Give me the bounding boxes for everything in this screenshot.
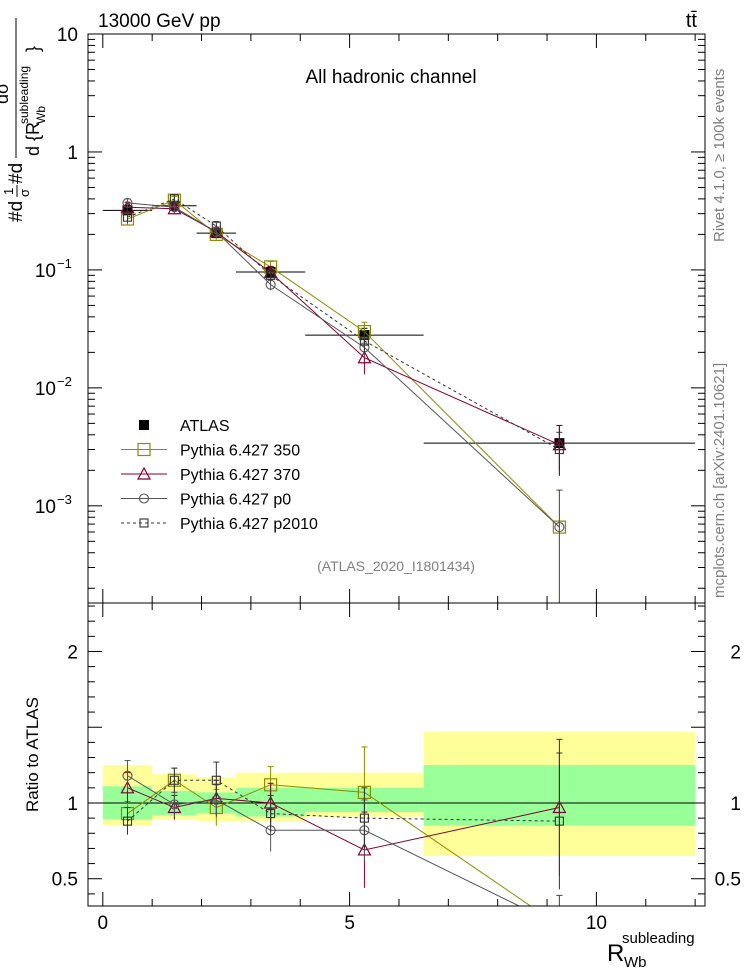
data-point-pythia-6-427-p0 <box>554 522 565 533</box>
series-line-pythia-6-427-p0 <box>127 202 560 528</box>
ratio-line-pythia-6-427-350 <box>127 779 532 906</box>
legend-marker-pythia-6-427-350 <box>137 442 151 457</box>
ratio-point-pythia-6-427-p2010 <box>122 816 133 826</box>
ylabel-numerator-sup: fid <box>0 70 1 82</box>
ratio-y-tick-label: 2 <box>67 642 78 663</box>
legend: ATLAS Pythia 6.427 350 Pythia 6.427 370 Pyt… <box>121 418 318 533</box>
ratio-panel: 0.5 0.5 1 1 2 2 0 5 10 Ratio to ATLAS R subleadi… <box>23 602 741 971</box>
ylabel-denominator-close: } <box>23 46 43 52</box>
series-line-pythia-6-427-370 <box>127 206 560 446</box>
legend-label-pythia-6-427-p0: Pythia 6.427 p0 <box>180 492 291 509</box>
chart-title: All hadronic channel <box>305 67 476 88</box>
legend-marker-atlas <box>139 420 149 430</box>
main-plot-content <box>102 193 696 603</box>
y-tick-label-exponent: −3 <box>57 492 72 507</box>
data-point-pythia-6-427-370 <box>357 350 372 364</box>
x-axis-label: R subleading Wb <box>607 930 695 971</box>
y-tick-label: 10 <box>35 497 56 518</box>
y-tick-label: 10 <box>35 261 56 282</box>
ratio-point-pythia-6-427-p2010 <box>359 813 369 823</box>
ratio-point-pythia-6-427-350 <box>553 920 565 932</box>
ratio-y-tick-label-right: 1 <box>730 794 741 815</box>
data-point-pythia-6-427-p2010 <box>169 194 179 204</box>
ratio-point-pythia-6-427-p2010 <box>554 816 564 826</box>
ylabel-mid: #d <box>6 163 27 184</box>
analysis-label: (ATLAS_2020_I1801434) <box>317 558 475 574</box>
xlabel-main: R <box>607 940 624 967</box>
y-tick-label: 1 <box>67 143 78 164</box>
y-tick-label-exponent: −1 <box>57 256 72 271</box>
ratio-point-pythia-6-427-p2010 <box>211 775 221 785</box>
legend-label-atlas: ATLAS <box>180 418 230 435</box>
xlabel-sub: Wb <box>624 954 647 971</box>
ratio-point-pythia-6-427-p2010 <box>266 809 276 819</box>
x-tick-label: 0 <box>98 913 109 934</box>
energy-label: 13000 GeV pp <box>98 11 221 32</box>
ylabel-denominator-sub: Wb <box>34 106 48 124</box>
ratio-y-axis-label: Ratio to ATLAS <box>23 697 42 812</box>
series-line-pythia-6-427-p2010 <box>127 198 560 450</box>
data-point-pythia-6-427-p2010 <box>554 444 564 455</box>
legend-label-pythia-6-427-p2010: Pythia 6.427 p2010 <box>180 516 318 533</box>
ratio-y-tick-label-right: 2 <box>730 642 741 663</box>
ylabel-numerator: dσ <box>0 83 12 104</box>
ratio-y-tick-label: 1 <box>67 794 78 815</box>
data-point-pythia-6-427-370 <box>167 201 182 215</box>
ratio-y-tick-label-right: 0.5 <box>715 870 741 891</box>
ylabel-prefix: #d <box>6 201 27 222</box>
ylabel-one: 1 <box>1 188 16 195</box>
y-tick-label-exponent: −2 <box>57 374 72 389</box>
xlabel-sup: subleading <box>622 930 695 947</box>
y-tick-label: 10 <box>35 379 56 400</box>
ylabel-denominator-sup: subleading <box>17 66 31 124</box>
rivet-version-label: Rivet 4.1.0, ≥ 100k events <box>711 69 728 242</box>
legend-marker-pythia-6-427-p2010 <box>139 518 149 528</box>
main-y-axis-label: #d 1 σ #d dσ fid d {R subleading Wb } <box>0 18 48 222</box>
ylabel-sigma: σ <box>17 189 32 197</box>
ratio-axis-ticks: 0.5 0.5 1 1 2 2 0 5 10 <box>52 603 741 934</box>
legend-label-pythia-6-427-370: Pythia 6.427 370 <box>180 467 300 484</box>
x-tick-label: 5 <box>344 913 355 934</box>
source-label: mcplots.cern.ch [arXiv:2401.10621] <box>711 363 728 598</box>
ratio-plot-content <box>88 731 705 932</box>
ratio-line-pythia-6-427-370 <box>127 787 560 851</box>
ratio-point-pythia-6-427-p2010 <box>169 775 179 785</box>
legend-label-pythia-6-427-350: Pythia 6.427 350 <box>180 443 300 460</box>
y-tick-label: 10 <box>57 25 78 46</box>
series-line-pythia-6-427-350 <box>127 199 560 528</box>
ratio-point-pythia-6-427-p0 <box>122 770 133 781</box>
ratio-point-pythia-6-427-p0 <box>169 799 180 810</box>
x-tick-label: 10 <box>586 913 607 934</box>
data-point-pythia-6-427-p2010 <box>122 212 133 222</box>
legend-marker-pythia-6-427-p0 <box>138 493 150 504</box>
ratio-frame <box>87 602 706 907</box>
ylabel-denominator: d {R <box>23 122 43 156</box>
legend-marker-pythia-6-427-370 <box>136 466 152 480</box>
ratio-line-pythia-6-427-p0 <box>127 775 521 906</box>
data-point-pythia-6-427-p2010 <box>359 336 369 346</box>
ratio-point-pythia-6-427-370 <box>120 780 135 794</box>
ratio-line-pythia-6-427-p2010 <box>127 779 560 822</box>
data-point-pythia-6-427-p0 <box>122 197 133 208</box>
ratio-y-tick-label: 0.5 <box>52 870 78 891</box>
ratio-point-pythia-6-427-p0 <box>555 921 564 930</box>
process-label: tt̄ <box>686 10 698 32</box>
data-point-pythia-6-427-p2010 <box>211 221 221 231</box>
data-point-pythia-6-427-p2010 <box>266 270 276 280</box>
